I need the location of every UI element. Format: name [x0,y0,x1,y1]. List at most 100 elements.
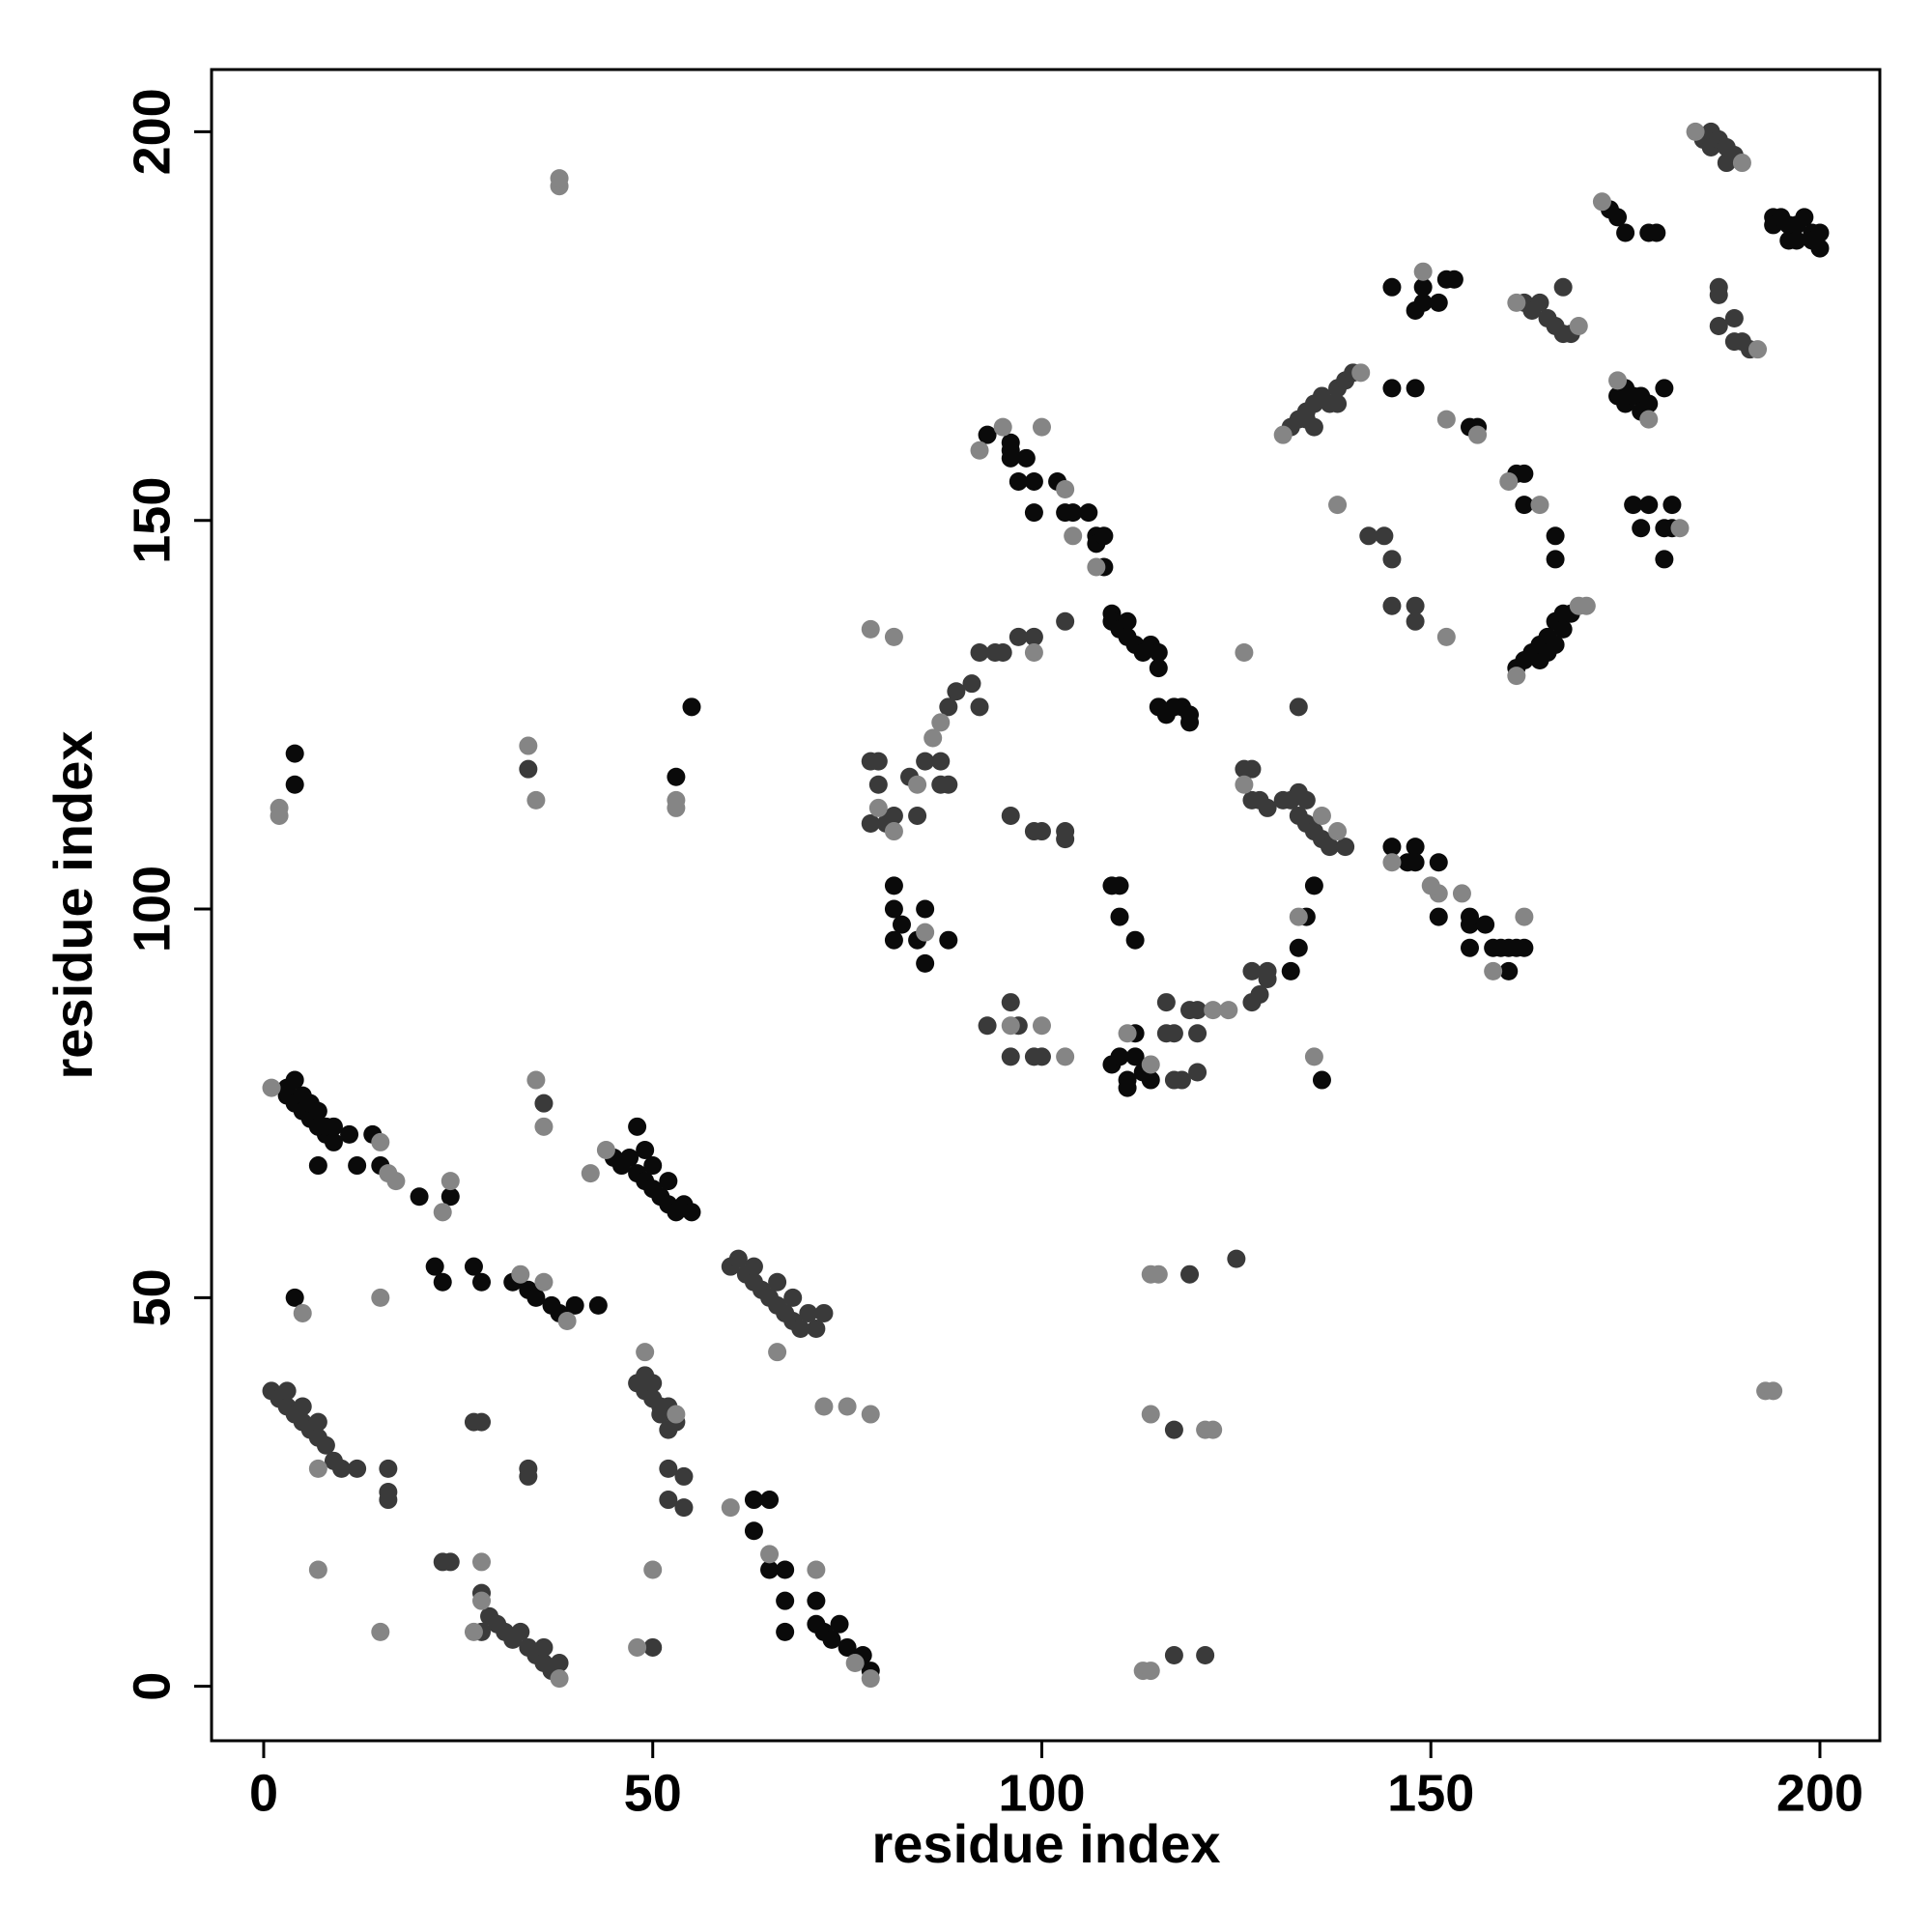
point [807,1560,826,1579]
point [526,790,546,810]
point [1180,705,1200,724]
point [916,953,935,973]
point [1515,938,1534,957]
point [519,736,538,755]
point [659,1491,678,1510]
point [861,1405,880,1424]
point [1273,425,1293,444]
point [472,1272,492,1292]
point [1281,961,1300,980]
point [1382,853,1402,872]
point [1032,417,1051,437]
point [1258,798,1277,817]
point [884,806,903,825]
point [332,1459,352,1478]
point [440,1172,460,1191]
point [1001,448,1020,468]
point [1748,340,1768,359]
point [1204,1001,1223,1020]
point [978,425,997,444]
y-tick-label: 100 [123,866,181,952]
point [814,1397,834,1416]
point [628,1637,647,1657]
point [643,1637,663,1657]
point [1460,907,1479,926]
x-tick-label: 100 [998,1764,1085,1822]
point [667,767,686,786]
point [1009,471,1028,491]
point [433,1272,452,1292]
point [534,1272,554,1292]
point [1632,519,1651,538]
point [1056,480,1075,499]
point [534,1094,554,1113]
point [1608,371,1628,390]
point [1382,550,1402,569]
y-tick-label: 0 [123,1672,181,1701]
point [993,417,1012,437]
point [884,930,903,950]
point [807,1320,826,1339]
point [799,1303,818,1322]
point [1149,659,1168,678]
x-tick-label: 0 [249,1764,278,1822]
point [1001,806,1020,825]
point [293,1303,312,1322]
point [1056,611,1075,631]
point [636,1343,655,1362]
point [682,697,701,717]
point [916,923,935,942]
point [643,1374,663,1393]
point [1639,410,1659,429]
point [620,1149,639,1168]
point [285,1288,304,1307]
point [1125,930,1145,950]
point [1546,635,1565,654]
point [1196,1645,1215,1664]
point [308,1560,327,1579]
point [1592,192,1611,212]
point [939,930,958,950]
point [1289,938,1308,957]
point [674,1498,694,1518]
y-tick-label: 50 [123,1268,181,1326]
point [1382,379,1402,398]
point [270,806,289,825]
point [807,1591,826,1610]
point [472,1552,492,1572]
point [1406,596,1425,615]
point [1608,208,1628,227]
point [277,1381,297,1401]
point [526,1288,546,1307]
point [1164,1024,1183,1043]
point [1235,642,1254,662]
point [1429,293,1448,312]
point [1304,876,1323,895]
point [1118,1024,1137,1043]
point [534,1637,554,1657]
point [440,1552,460,1572]
point [472,1591,492,1610]
point [1016,448,1036,468]
point [1429,907,1448,926]
point [939,697,958,717]
point [728,1249,748,1268]
point [760,1491,780,1510]
point [744,1521,763,1541]
point [1024,642,1043,662]
point [433,1203,452,1222]
point [1141,1055,1160,1074]
point [1724,308,1744,327]
point [1351,363,1371,383]
point [923,728,943,748]
point [348,1459,367,1478]
point [1436,410,1456,429]
point [970,642,989,662]
point [1507,667,1526,686]
point [768,1343,787,1362]
point [744,1491,763,1510]
point [410,1187,429,1207]
point [1227,1249,1246,1268]
point [892,915,911,934]
point [1515,496,1534,515]
